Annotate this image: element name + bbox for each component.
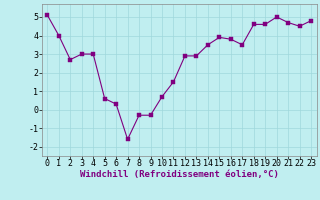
X-axis label: Windchill (Refroidissement éolien,°C): Windchill (Refroidissement éolien,°C) xyxy=(80,170,279,179)
